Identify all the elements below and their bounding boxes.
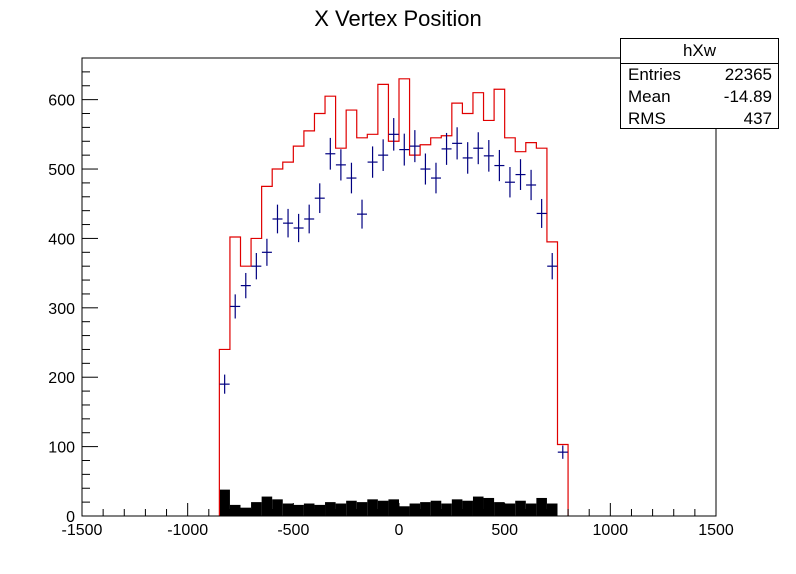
x-tick-label: 500	[491, 522, 518, 539]
bar	[525, 503, 537, 516]
y-tick-label: 0	[66, 509, 75, 526]
data-point	[452, 127, 463, 160]
data-point	[462, 142, 473, 174]
data-point	[251, 253, 262, 280]
data-point	[430, 162, 441, 194]
bar	[388, 499, 399, 516]
y-tick-label: 200	[48, 370, 75, 387]
bar	[451, 499, 463, 516]
data-point	[378, 139, 389, 171]
bar	[240, 507, 252, 516]
data-point	[346, 162, 357, 194]
data-point	[420, 153, 431, 185]
data-point	[504, 166, 515, 198]
x-tick-label: -500	[277, 522, 309, 539]
data-point	[335, 149, 346, 181]
data-point	[547, 253, 558, 280]
stats-row-rms: RMS 437	[621, 108, 778, 130]
y-tick-label: 600	[48, 93, 75, 110]
bar	[483, 497, 495, 516]
data-point	[441, 132, 452, 165]
bar	[272, 499, 283, 516]
x-tick-label: -1500	[62, 522, 103, 539]
data-point	[536, 198, 547, 228]
bar	[504, 503, 516, 516]
data-point	[283, 208, 294, 238]
bar	[303, 503, 315, 516]
x-tick-label: 1500	[698, 522, 734, 539]
stats-box-title: hXw	[621, 39, 778, 64]
data-point	[240, 272, 251, 299]
stats-row-mean: Mean -14.89	[621, 86, 778, 108]
bar	[472, 496, 484, 516]
data-point	[388, 118, 399, 151]
bar	[377, 500, 389, 516]
data-point	[473, 132, 484, 165]
y-tick-label: 100	[48, 440, 75, 457]
data-point	[293, 213, 304, 243]
bar	[536, 497, 547, 516]
data-point	[261, 238, 272, 266]
bar	[346, 500, 357, 516]
bar	[219, 489, 230, 516]
data-point	[494, 149, 505, 182]
bar	[261, 496, 273, 516]
bar	[356, 502, 368, 516]
chart-title: X Vertex Position	[314, 6, 482, 31]
bar	[515, 500, 526, 516]
stats-label: RMS	[628, 109, 666, 128]
bar	[409, 503, 421, 516]
x-tick-label: -1000	[167, 522, 208, 539]
data-point	[557, 445, 568, 459]
x-tick-label: 1000	[593, 522, 629, 539]
data-point	[304, 204, 315, 234]
bar	[282, 503, 294, 516]
bar	[314, 504, 326, 516]
x-tick-label: 0	[395, 522, 404, 539]
error-marker-series	[219, 118, 568, 459]
bar	[367, 499, 378, 516]
y-tick-label: 500	[48, 162, 75, 179]
bar	[430, 500, 442, 516]
data-point	[515, 159, 526, 190]
bar	[229, 504, 241, 516]
bar	[251, 502, 262, 516]
data-point	[357, 199, 368, 229]
bar	[335, 503, 347, 516]
bar	[420, 502, 431, 516]
filled-bars-series	[219, 489, 558, 516]
bar	[494, 502, 505, 516]
stats-box: hXw Entries 22365 Mean -14.89 RMS 437	[620, 38, 779, 129]
stats-value: 437	[743, 109, 772, 128]
data-point	[272, 204, 283, 234]
bar	[546, 503, 558, 516]
bar	[399, 506, 410, 516]
data-point	[230, 294, 241, 319]
bar	[293, 504, 304, 516]
y-tick-label: 300	[48, 301, 75, 318]
data-point	[483, 140, 494, 172]
stats-value: 22365	[724, 65, 772, 84]
stats-label: Entries	[628, 65, 681, 84]
bar	[462, 500, 473, 516]
data-point	[399, 133, 410, 166]
bar	[441, 503, 452, 516]
data-point	[219, 374, 230, 394]
stats-label: Mean	[628, 87, 671, 106]
stats-row-entries: Entries 22365	[621, 64, 778, 86]
data-point	[409, 130, 420, 163]
stats-value: -14.89	[723, 87, 772, 106]
data-point	[314, 183, 325, 214]
data-point	[325, 137, 336, 170]
y-tick-label: 400	[48, 231, 75, 248]
data-point	[526, 169, 537, 201]
data-point	[367, 146, 378, 178]
axes: -1500 -1000 -500 0 500 1000 1500 0 100 200 300 400 5…	[48, 57, 734, 539]
bar	[325, 502, 336, 516]
